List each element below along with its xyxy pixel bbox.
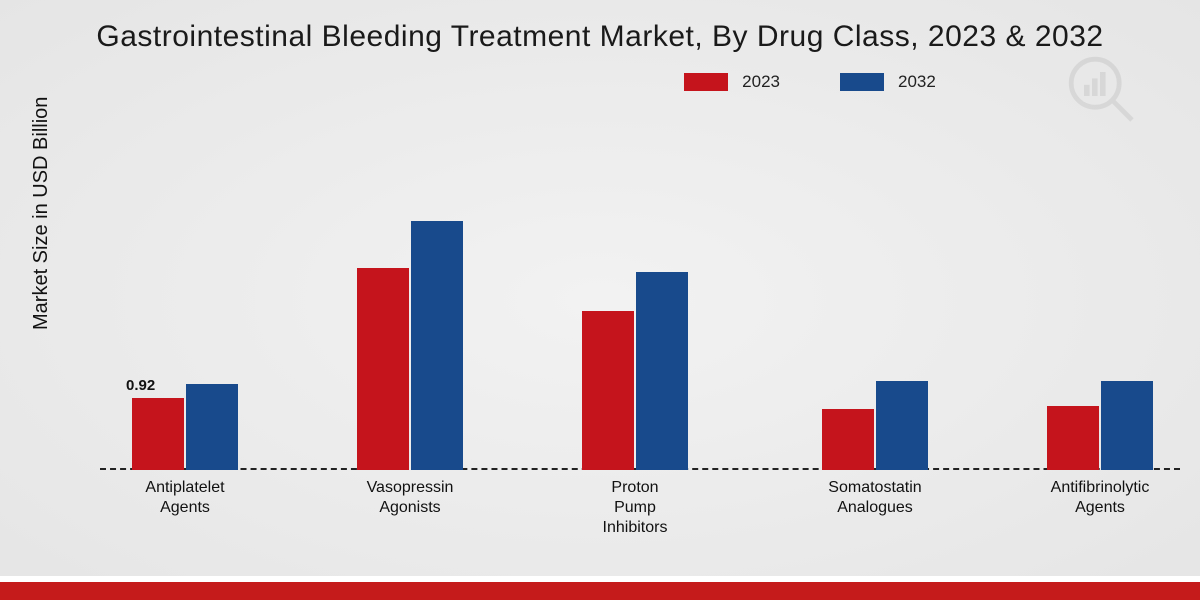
- x-axis-category-label: AntiplateletAgents: [110, 478, 260, 518]
- legend-label-2023: 2023: [742, 72, 780, 92]
- bar-value-label: 0.92: [126, 377, 155, 394]
- chart-area: Market Size in USD Billion 0.92 Antiplat…: [40, 120, 1180, 540]
- y-axis-label: Market Size in USD Billion: [30, 97, 53, 330]
- legend-item-2032: 2032: [840, 72, 936, 92]
- legend-swatch-2032: [840, 73, 884, 91]
- watermark-logo: [1060, 48, 1140, 128]
- chart-title: Gastrointestinal Bleeding Treatment Mark…: [0, 0, 1200, 54]
- legend-swatch-2023: [684, 73, 728, 91]
- bar-2032: [636, 272, 688, 470]
- bar-2023: [582, 311, 634, 470]
- bar-2032: [1101, 381, 1153, 470]
- plot-area: 0.92: [100, 120, 1180, 470]
- x-axis-category-label: ProtonPumpInhibitors: [560, 478, 710, 538]
- bar-group: [1025, 381, 1175, 470]
- legend-label-2032: 2032: [898, 72, 936, 92]
- x-axis-labels: AntiplateletAgents VasopressinAgonists Pro…: [100, 478, 1180, 548]
- legend-item-2023: 2023: [684, 72, 780, 92]
- footer-band: [0, 582, 1200, 600]
- x-axis-category-label: VasopressinAgonists: [335, 478, 485, 518]
- bar-2023: [822, 409, 874, 470]
- bar-group: [800, 381, 950, 470]
- bar-group: [335, 221, 485, 470]
- bar-2023: [357, 268, 409, 470]
- x-axis-category-label: SomatostatinAnalogues: [800, 478, 950, 518]
- bar-2023: [1047, 406, 1099, 470]
- bar-2032: [186, 384, 238, 470]
- bar-2032: [876, 381, 928, 470]
- bar-2023: [132, 398, 184, 470]
- legend: 2023 2032: [0, 72, 1200, 92]
- bar-2032: [411, 221, 463, 470]
- x-axis-category-label: AntifibrinolyticAgents: [1025, 478, 1175, 518]
- bar-group: [560, 272, 710, 470]
- bar-group: [110, 384, 260, 470]
